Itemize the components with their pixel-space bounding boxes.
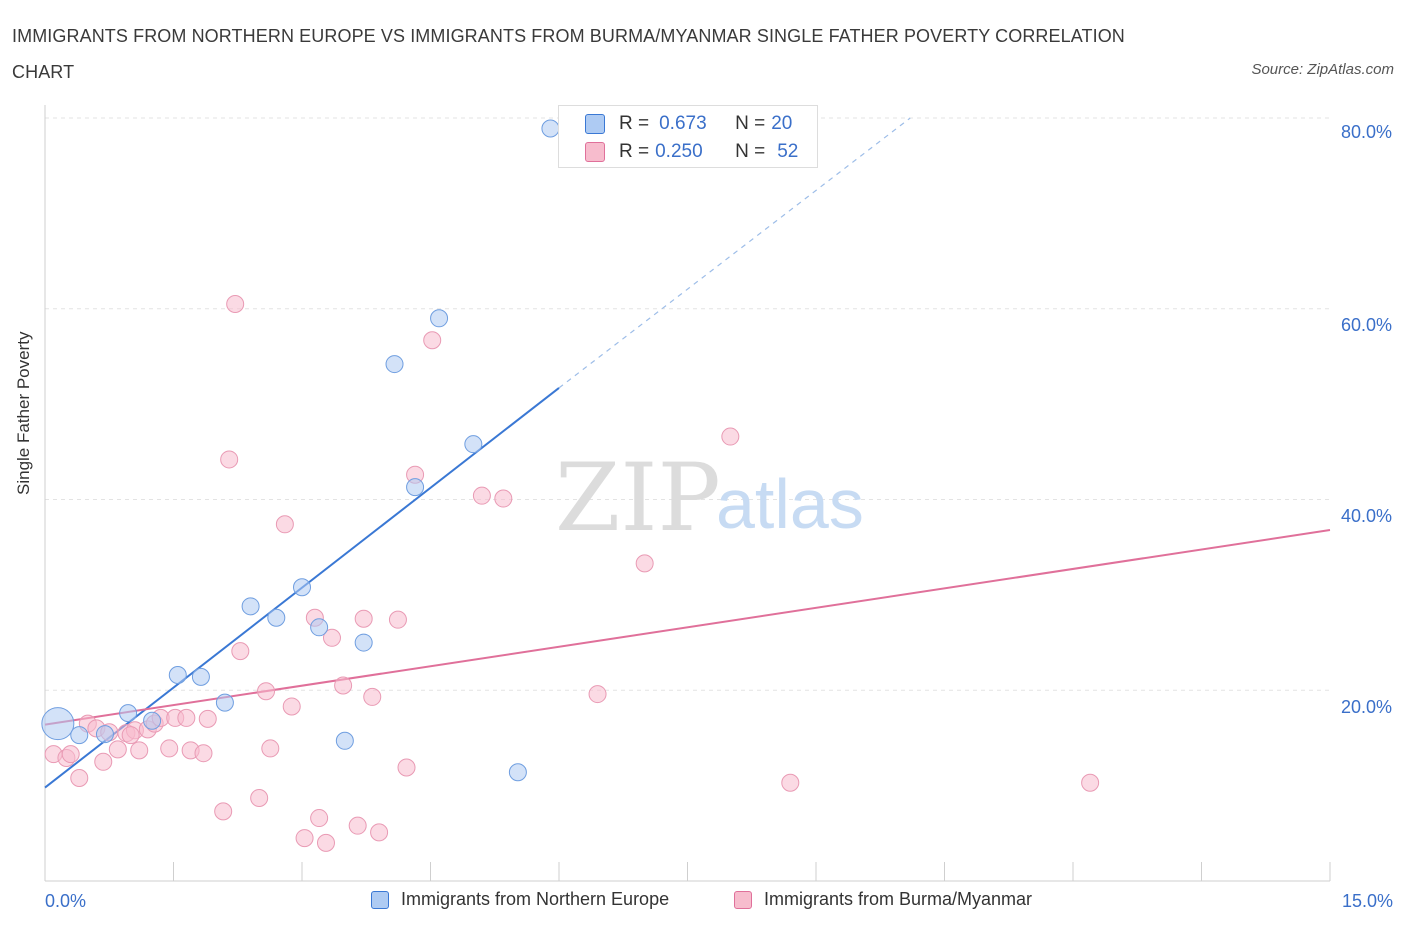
x-tick-min: 0.0% <box>45 891 87 911</box>
point-northern-europe <box>541 119 560 138</box>
point-northern-europe <box>293 578 311 597</box>
point-northern-europe <box>464 435 483 454</box>
point-northern-europe <box>119 704 138 723</box>
point-burma <box>494 489 513 508</box>
trend-line-burma <box>44 529 1331 726</box>
point-burma <box>472 486 491 505</box>
watermark-zip: ZIP <box>555 444 721 553</box>
chart-title: IMMIGRANTS FROM NORTHERN EUROPE VS IMMIG… <box>12 26 1125 82</box>
point-burma <box>226 294 245 313</box>
point-burma <box>370 823 389 842</box>
point-burma <box>423 331 442 350</box>
point-burma <box>250 789 269 808</box>
n-value: 20 <box>771 113 793 134</box>
point-burma <box>388 610 407 629</box>
stats-row-northern-europe: R = 0.673 N = 20 <box>585 110 792 138</box>
point-northern-europe <box>191 667 210 686</box>
y-tick-20: 20.0% <box>1340 697 1392 717</box>
pink-swatch-icon <box>734 890 752 909</box>
point-burma <box>363 687 382 706</box>
stats-row-burma: R = 0.250 N = 52 <box>585 138 798 166</box>
point-burma <box>348 816 367 835</box>
n-value: 52 <box>777 141 799 162</box>
point-burma <box>295 829 314 848</box>
grid-lines <box>45 117 1330 691</box>
point-northern-europe <box>143 711 162 730</box>
point-northern-europe <box>354 633 373 652</box>
point-burma <box>121 726 140 745</box>
point-burma <box>160 739 179 758</box>
watermark-atlas: atlas <box>716 465 864 543</box>
point-northern-europe <box>310 618 329 637</box>
point-northern-europe <box>267 608 286 627</box>
r-value: 0.250 <box>655 141 703 162</box>
y-axis-label: Single Father Poverty <box>14 331 33 495</box>
point-burma <box>310 809 329 828</box>
y-tick-80: 80.0% <box>1340 122 1392 142</box>
point-burma <box>781 773 800 792</box>
legend-label: Immigrants from Northern Europe <box>401 889 670 909</box>
point-burma <box>1081 773 1100 792</box>
pink-swatch-icon <box>585 142 605 162</box>
point-burma <box>322 628 341 647</box>
x-tick-max: 15.0% <box>1341 891 1393 911</box>
point-northern-europe <box>335 731 354 750</box>
point-burma <box>316 833 335 852</box>
point-burma <box>61 745 80 764</box>
point-northern-europe <box>406 478 425 497</box>
point-burma <box>94 752 113 771</box>
axes <box>44 105 1331 882</box>
point-burma <box>198 709 217 728</box>
point-northern-europe <box>168 665 187 684</box>
point-northern-europe <box>430 309 449 328</box>
bottom-legend: Immigrants from Northern Europe Immigran… <box>0 889 1406 917</box>
point-burma <box>721 427 740 446</box>
point-northern-europe <box>385 355 404 374</box>
point-northern-europe <box>95 725 114 744</box>
data-points <box>41 119 1100 852</box>
point-northern-europe <box>41 707 75 741</box>
point-burma <box>130 741 149 760</box>
blue-swatch-icon <box>585 114 605 134</box>
r-label: R = <box>619 141 650 162</box>
point-burma <box>177 708 196 727</box>
stats-legend: R = 0.673 N = 20 R = 0.250 N = 52 <box>558 105 818 168</box>
y-tick-40: 40.0% <box>1340 506 1392 526</box>
watermark: ZIP atlas <box>555 444 864 553</box>
r-label: R = <box>619 113 650 134</box>
point-burma <box>214 802 233 821</box>
point-northern-europe <box>241 597 260 616</box>
legend-label: Immigrants from Burma/Myanmar <box>764 889 1033 909</box>
point-burma <box>275 515 294 534</box>
r-value: 0.673 <box>659 113 707 134</box>
point-burma <box>282 697 301 716</box>
point-burma <box>231 642 250 661</box>
n-label: N = <box>735 141 766 162</box>
n-label: N = <box>735 113 766 134</box>
point-burma <box>334 676 353 695</box>
point-northern-europe <box>508 763 527 782</box>
y-tick-60: 60.0% <box>1340 315 1392 335</box>
point-burma <box>108 740 127 759</box>
point-northern-europe <box>215 693 234 712</box>
point-burma <box>257 682 276 701</box>
point-northern-europe <box>70 726 89 745</box>
point-burma <box>354 609 373 628</box>
trend-line-northern-europe-extension <box>558 117 911 389</box>
point-burma <box>588 685 607 704</box>
point-burma <box>70 768 89 787</box>
point-burma <box>635 554 654 573</box>
point-burma <box>194 744 213 763</box>
point-burma <box>261 739 280 758</box>
point-burma <box>220 450 239 469</box>
source-label: Source: ZipAtlas.com <box>1251 61 1394 78</box>
legend-item-northern-europe[interactable]: Immigrants from Northern Europe <box>371 889 669 910</box>
point-burma <box>397 758 416 777</box>
blue-swatch-icon <box>371 890 389 909</box>
legend-item-burma[interactable]: Immigrants from Burma/Myanmar <box>734 889 1032 910</box>
